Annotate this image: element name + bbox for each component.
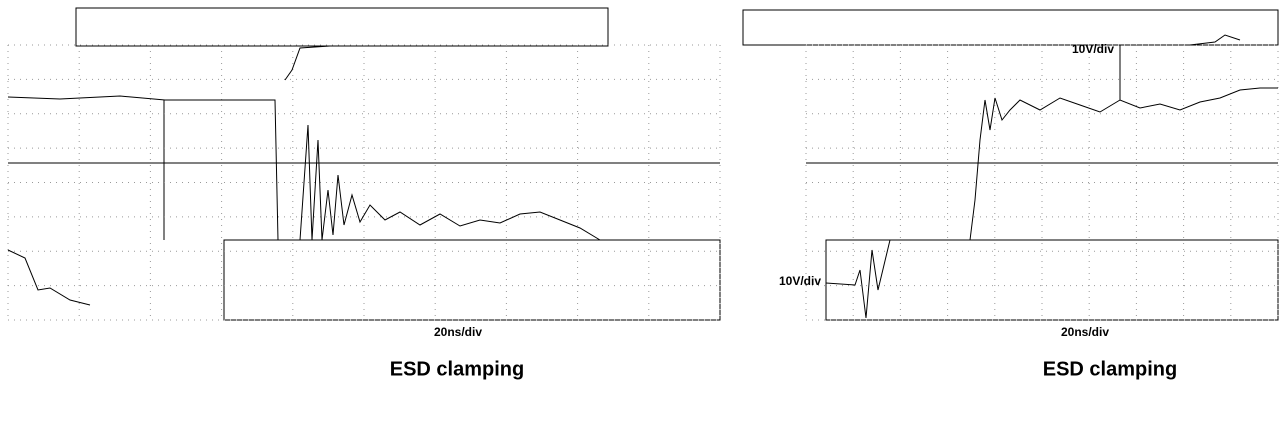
- volt-scale: 10V/div: [779, 274, 821, 288]
- waveform-inset: [284, 45, 331, 81]
- caption: ESD clamping: [390, 358, 524, 380]
- right-scope: 10V/div 10V/div 20ns/div ESD clamping: [742, 9, 1279, 380]
- scope-lower: [223, 239, 721, 321]
- volt-scale: 10V/div: [1072, 42, 1114, 56]
- grid: [7, 44, 721, 321]
- scope-lower: [825, 239, 1279, 321]
- scope-header: [742, 9, 1279, 46]
- waveform-inset: [1189, 34, 1241, 46]
- left-scope: 20ns/div ESD clamping: [7, 7, 721, 380]
- waveform: [7, 95, 601, 241]
- waveform: [825, 87, 1278, 319]
- caption: ESD clamping: [1043, 358, 1177, 380]
- time-scale: 20ns/div: [434, 325, 482, 339]
- waveform-inset: [7, 249, 91, 306]
- time-scale: 20ns/div: [1061, 325, 1109, 339]
- grid: [805, 44, 1279, 321]
- scope-header: [75, 7, 609, 47]
